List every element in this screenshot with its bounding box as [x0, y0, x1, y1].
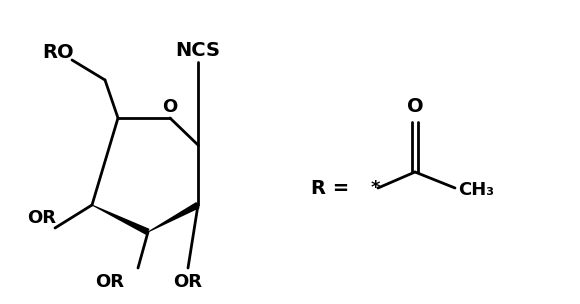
Text: O: O — [162, 98, 177, 116]
Polygon shape — [148, 202, 200, 233]
Text: NCS: NCS — [176, 40, 220, 60]
Text: R =: R = — [311, 178, 349, 198]
Text: OR: OR — [27, 209, 56, 227]
Text: OR: OR — [173, 273, 202, 291]
Text: RO: RO — [42, 43, 74, 61]
Polygon shape — [92, 205, 150, 235]
Text: CH₃: CH₃ — [458, 181, 494, 199]
Text: OR: OR — [96, 273, 125, 291]
Text: *: * — [370, 179, 380, 197]
Text: O: O — [407, 98, 423, 116]
